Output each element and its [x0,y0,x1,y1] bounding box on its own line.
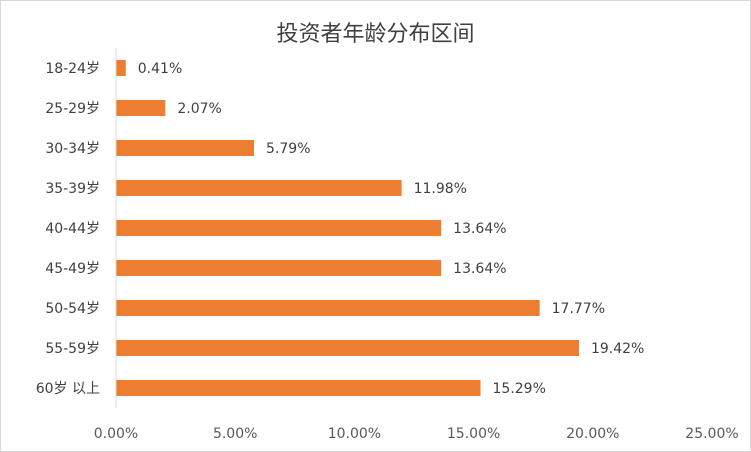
x-tick-label: 15.00% [447,426,500,442]
category-label: 60岁 以上 [36,381,100,397]
category-label: 40-44岁 [45,221,100,237]
data-label: 17.77% [552,301,605,317]
x-tick-label: 20.00% [566,426,619,442]
category-label: 30-34岁 [45,141,100,157]
data-label: 0.41% [138,61,182,77]
category-label: 55-59岁 [45,341,100,357]
bar [116,100,166,116]
x-tick-label: 10.00% [328,426,381,442]
category-label: 25-29岁 [45,101,100,117]
data-label: 15.29% [493,381,546,397]
bar [116,180,402,196]
bars-group [116,60,579,396]
data-label: 19.42% [591,341,644,357]
bar [116,380,481,396]
bar [116,300,540,316]
data-label: 13.64% [453,221,506,237]
value-labels-group: 0.41% 2.07% 5.79% 11.98% 13.64% 13.64% 17.77% 1… [138,61,645,397]
x-tick-labels-group: 0.00% 5.00% 10.00% 15.00% 20.00% 25.00% [94,426,739,442]
category-label: 18-24岁 [45,61,100,77]
bar [116,140,255,156]
bar [116,60,126,76]
data-label: 13.64% [453,261,506,277]
data-label: 2.07% [177,101,221,117]
x-tick-label: 5.00% [213,426,257,442]
chart-title: 投资者年龄分布区间 [276,22,475,47]
bar [116,340,579,356]
bar [116,260,442,276]
category-labels-group: 18-24岁 25-29岁 30-34岁 35-39岁 40-44岁 45-49岁 50-5… [36,61,100,397]
category-label: 50-54岁 [45,301,100,317]
bar [116,220,442,236]
data-label: 5.79% [266,141,310,157]
x-tick-label: 25.00% [685,426,738,442]
x-tick-label: 0.00% [94,426,138,442]
data-label: 11.98% [414,181,467,197]
category-label: 45-49岁 [45,261,100,277]
category-label: 35-39岁 [45,181,100,197]
